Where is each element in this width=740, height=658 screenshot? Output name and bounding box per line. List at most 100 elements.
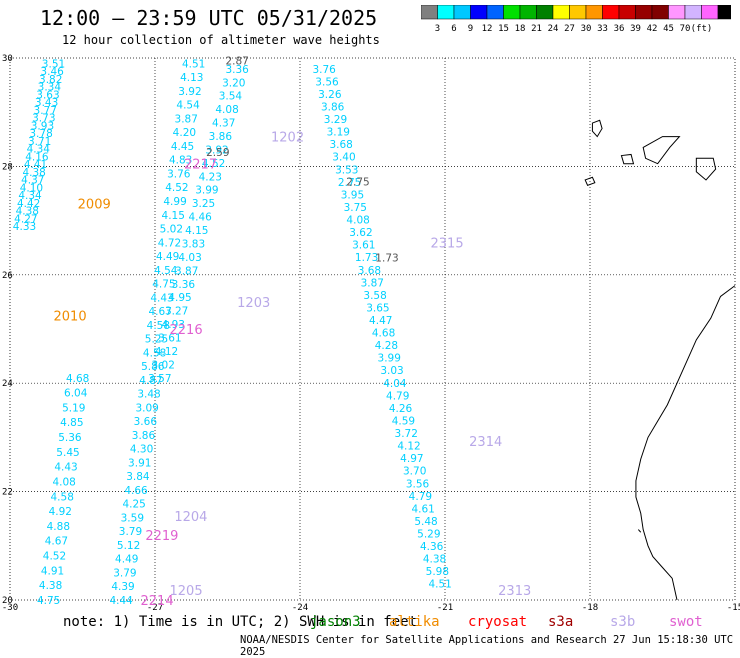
wave-height-value: 3.84 bbox=[126, 471, 150, 483]
wave-height-value: 3.25 bbox=[192, 198, 215, 210]
wave-height-value: 4.46 bbox=[188, 212, 212, 224]
wave-height-value: 3.72 bbox=[395, 428, 418, 440]
legend-label: 12 bbox=[482, 24, 493, 34]
map-frame bbox=[9, 57, 736, 601]
wave-height-value: 4.67 bbox=[149, 306, 172, 318]
track-id-label: 1203 bbox=[237, 296, 270, 311]
wave-height-value: 4.95 bbox=[168, 292, 191, 304]
wave-height-value: 3.40 bbox=[332, 152, 355, 164]
legend-label: 6 bbox=[451, 24, 456, 34]
wave-height-value: 4.12 bbox=[155, 346, 178, 358]
wave-height-value: 5.29 bbox=[417, 529, 440, 541]
wave-height-value: 3.76 bbox=[167, 168, 191, 180]
wave-height-value: 3.03 bbox=[380, 365, 403, 377]
wave-height-value: 3.58 bbox=[363, 290, 386, 302]
lon-label: -27 bbox=[147, 603, 163, 612]
wave-height-value: 4.51 bbox=[428, 579, 451, 591]
wave-height-value: 4.15 bbox=[185, 225, 208, 237]
wave-height-value: 4.49 bbox=[156, 251, 179, 263]
wave-height-value: 3.57 bbox=[148, 373, 171, 385]
track-id-label: 1204 bbox=[174, 510, 207, 525]
wave-height-value: 3.59 bbox=[121, 512, 144, 524]
satellite-jason3: jason3 bbox=[310, 614, 361, 630]
lon-label: -15 bbox=[727, 603, 740, 612]
wave-height-value: 3.83 bbox=[182, 238, 205, 250]
wave-height-value: 3.36 bbox=[172, 279, 196, 291]
wave-height-value: 5.19 bbox=[62, 402, 85, 414]
wave-height-value: 3.09 bbox=[135, 402, 158, 414]
wave-height-value: 5.36 bbox=[58, 432, 82, 444]
wave-height-value: 3.43 bbox=[35, 97, 58, 109]
wave-height-value: 2.59 bbox=[206, 147, 229, 159]
wave-height-value: 4.85 bbox=[60, 417, 83, 429]
legend-label: 27 bbox=[564, 24, 575, 34]
wave-height-value: 6.04 bbox=[64, 388, 88, 400]
wave-height-value: 4.44 bbox=[109, 595, 133, 607]
wave-height-value: 5.45 bbox=[56, 447, 79, 459]
wave-height-value: 4.03 bbox=[178, 252, 201, 264]
wave-height-value: 4.04 bbox=[383, 378, 407, 390]
wave-height-value: 4.52 bbox=[202, 158, 225, 170]
wave-height-value: 3.02 bbox=[152, 359, 175, 371]
wave-height-value: 4.68 bbox=[372, 328, 395, 340]
wave-height-value: 4.88 bbox=[47, 521, 70, 533]
satellite-cryosat: cryosat bbox=[468, 614, 528, 630]
note-text: note: 1) Time is in UTC; 2) SWH is in fe… bbox=[63, 614, 418, 630]
wave-height-value: 4.87 bbox=[139, 375, 162, 387]
wave-height-value: 4.59 bbox=[392, 415, 415, 427]
satellite-swot: swot bbox=[669, 614, 703, 630]
lat-label: 24 bbox=[2, 379, 13, 389]
wave-height-value: 3.54 bbox=[219, 91, 243, 103]
lon-label: -21 bbox=[437, 603, 453, 612]
wave-height-value: 4.38 bbox=[423, 554, 446, 566]
wave-height-value: 4.52 bbox=[43, 551, 66, 563]
wave-height-value: 3.91 bbox=[128, 457, 151, 469]
satellite-altika: altika bbox=[389, 614, 440, 630]
legend-label: 30 bbox=[581, 24, 592, 34]
wave-height-value: 5.86 bbox=[141, 361, 165, 373]
wave-height-value: 3.56 bbox=[315, 76, 339, 88]
wave-height-value: 1.73 bbox=[355, 252, 378, 264]
wave-height-value: 3.36 bbox=[225, 64, 249, 76]
wave-height-map: 302826242220-30-27-24-21-18-153.513.463.… bbox=[2, 54, 740, 612]
wave-height-value: 3.99 bbox=[195, 185, 218, 197]
lat-label: 30 bbox=[2, 54, 13, 64]
wave-height-value: 4.61 bbox=[411, 503, 434, 515]
legend-label: 3 bbox=[435, 24, 440, 34]
wave-height-value: 4.20 bbox=[173, 127, 196, 139]
track-id-label: 2219 bbox=[145, 529, 178, 544]
wave-height-value: 2.75 bbox=[338, 177, 361, 189]
lat-label: 22 bbox=[2, 488, 13, 498]
legend-label: 45 bbox=[663, 24, 674, 34]
wave-height-value: 3.73 bbox=[32, 113, 55, 125]
wave-height-value: 4.72 bbox=[158, 237, 181, 249]
track-id-label: 2313 bbox=[498, 584, 531, 599]
track-id-label: 1205 bbox=[170, 584, 203, 599]
satellite-s3a: s3a bbox=[548, 614, 574, 630]
legend-label: 9 bbox=[468, 24, 473, 34]
wave-height-value: 4.15 bbox=[162, 210, 185, 222]
wave-height-value: 3.99 bbox=[378, 353, 401, 365]
wave-height-value: 4.41 bbox=[24, 159, 47, 171]
legend-label: 36 bbox=[614, 24, 625, 34]
track-id-label: 2217 bbox=[184, 158, 217, 173]
satellite-s3b: s3b bbox=[610, 614, 636, 630]
wave-height-value: 4.13 bbox=[180, 72, 203, 84]
wave-height-value: 3.92 bbox=[205, 144, 228, 156]
wave-height-value: 3.26 bbox=[318, 89, 342, 101]
legend-label: 33 bbox=[597, 24, 608, 34]
wave-height-value: 3.78 bbox=[29, 128, 52, 140]
track-4: 3.763.563.263.863.293.193.683.403.532.75… bbox=[312, 64, 451, 591]
wave-height-value: 4.75 bbox=[152, 279, 175, 291]
wave-height-value: 4.91 bbox=[41, 565, 64, 577]
wave-height-value: 4.39 bbox=[111, 581, 134, 593]
wave-height-value: 5.12 bbox=[117, 540, 140, 552]
wave-height-value: 3.87 bbox=[175, 265, 198, 277]
wave-height-value: 4.16 bbox=[25, 151, 49, 163]
wave-height-value: 4.66 bbox=[124, 485, 148, 497]
wave-height-value: 4.68 bbox=[66, 373, 89, 385]
wave-height-value: 3.62 bbox=[349, 227, 372, 239]
wave-height-value: 3.87 bbox=[175, 113, 198, 125]
wave-height-value: 4.52 bbox=[165, 182, 188, 194]
track-id-label: 1202 bbox=[271, 131, 304, 146]
